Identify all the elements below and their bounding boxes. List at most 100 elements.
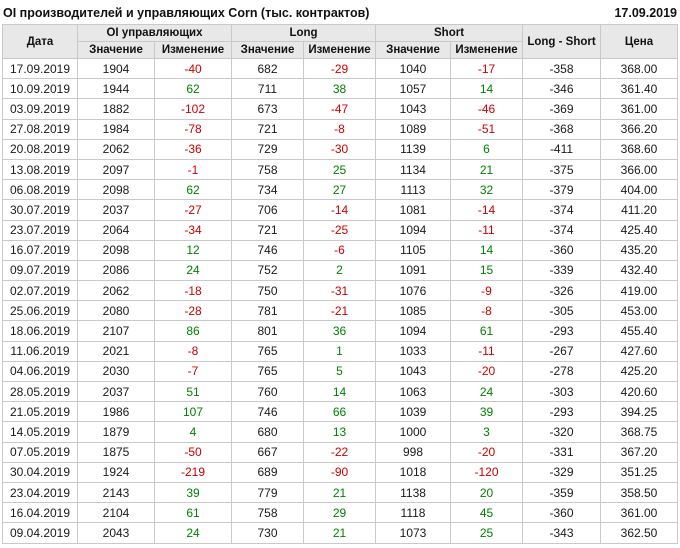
header-oi-value: Значение bbox=[77, 41, 155, 59]
oi-value-cell: 2043 bbox=[77, 522, 155, 544]
short-value-cell: 1081 bbox=[375, 199, 452, 221]
long-change-cell: 5 bbox=[302, 360, 377, 383]
price-cell: 366.00 bbox=[600, 158, 679, 181]
price-cell: 419.00 bbox=[600, 280, 679, 302]
header-oi-group: OI управляющих bbox=[77, 24, 232, 42]
oi-change-cell: 62 bbox=[154, 78, 232, 100]
short-value-cell: 1089 bbox=[375, 118, 452, 140]
long-value-cell: 746 bbox=[231, 239, 304, 261]
short-change-cell: 21 bbox=[450, 158, 524, 181]
short-value-cell: 1076 bbox=[375, 280, 452, 302]
oi-value-cell: 1882 bbox=[77, 98, 155, 120]
header-short-change: Изменение bbox=[450, 41, 524, 59]
price-cell: 361.40 bbox=[600, 78, 679, 100]
date-cell: 16.07.2019 bbox=[2, 239, 78, 261]
oi-change-cell: 51 bbox=[154, 380, 232, 403]
long-value-cell: 673 bbox=[231, 98, 304, 120]
date-cell: 16.04.2019 bbox=[2, 502, 78, 524]
long-value-cell: 721 bbox=[231, 118, 304, 140]
table-row: 06.08.2019 2098 62 734 27 1113 32 -379 404.00 bbox=[2, 179, 679, 201]
header-oi-change: Изменение bbox=[154, 41, 232, 59]
short-value-cell: 1033 bbox=[375, 340, 452, 362]
price-cell: 411.20 bbox=[600, 199, 679, 221]
short-change-cell: 32 bbox=[450, 179, 524, 201]
short-value-cell: 1091 bbox=[375, 259, 452, 282]
date-cell: 18.06.2019 bbox=[2, 320, 78, 342]
price-cell: 420.60 bbox=[600, 380, 679, 403]
short-change-cell: 39 bbox=[450, 401, 524, 423]
long-change-cell: 38 bbox=[302, 78, 377, 100]
long-short-cell: -278 bbox=[522, 360, 602, 383]
long-short-cell: -339 bbox=[522, 259, 602, 282]
table-row: 13.08.2019 2097 -1 758 25 1134 21 -375 366.00 bbox=[2, 158, 679, 181]
report-date: 17.09.2019 bbox=[614, 5, 677, 20]
price-cell: 367.20 bbox=[600, 441, 679, 463]
table-row: 30.04.2019 1924 -219 689 -90 1018 -120 -329 351.… bbox=[2, 461, 679, 483]
oi-value-cell: 2143 bbox=[77, 481, 155, 504]
date-cell: 25.06.2019 bbox=[2, 300, 78, 322]
long-change-cell: 21 bbox=[302, 481, 377, 504]
header-short-group: Short bbox=[375, 24, 524, 42]
short-value-cell: 1063 bbox=[375, 380, 452, 403]
short-change-cell: -11 bbox=[450, 219, 524, 241]
long-short-cell: -267 bbox=[522, 340, 602, 362]
short-value-cell: 1113 bbox=[375, 179, 452, 201]
long-change-cell: -29 bbox=[302, 57, 377, 80]
long-value-cell: 680 bbox=[231, 421, 304, 443]
oi-value-cell: 2062 bbox=[77, 280, 155, 302]
oi-value-cell: 2062 bbox=[77, 138, 155, 160]
oi-change-cell: 86 bbox=[154, 320, 232, 342]
short-change-cell: 61 bbox=[450, 320, 524, 342]
table-body: 17.09.2019 1904 -40 682 -29 1040 -17 -358 368.00… bbox=[2, 57, 679, 544]
long-change-cell: 14 bbox=[302, 380, 377, 403]
long-change-cell: 1 bbox=[302, 340, 377, 362]
short-change-cell: -9 bbox=[450, 280, 524, 302]
price-cell: 351.25 bbox=[600, 461, 679, 483]
long-short-cell: -331 bbox=[522, 441, 602, 463]
table-row: 11.06.2019 2021 -8 765 1 1033 -11 -267 427.60 bbox=[2, 340, 679, 362]
title-bar: OI производителей и управляющих Corn (ты… bbox=[0, 0, 680, 24]
short-change-cell: 14 bbox=[450, 78, 524, 100]
price-cell: 427.60 bbox=[600, 340, 679, 362]
table-row: 04.06.2019 2030 -7 765 5 1043 -20 -278 425.20 bbox=[2, 360, 679, 383]
table-row: 28.05.2019 2037 51 760 14 1063 24 -303 420.60 bbox=[2, 380, 679, 403]
long-short-cell: -374 bbox=[522, 219, 602, 241]
oi-value-cell: 1944 bbox=[77, 78, 155, 100]
long-value-cell: 730 bbox=[231, 522, 304, 544]
long-value-cell: 765 bbox=[231, 340, 304, 362]
oi-change-cell: -1 bbox=[154, 158, 232, 181]
long-change-cell: 21 bbox=[302, 522, 377, 544]
oi-change-cell: -78 bbox=[154, 118, 232, 140]
oi-value-cell: 2107 bbox=[77, 320, 155, 342]
price-cell: 394.25 bbox=[600, 401, 679, 423]
short-change-cell: 6 bbox=[450, 138, 524, 160]
table-row: 14.05.2019 1879 4 680 13 1000 3 -320 368.75 bbox=[2, 421, 679, 443]
long-short-cell: -326 bbox=[522, 280, 602, 302]
long-change-cell: -8 bbox=[302, 118, 377, 140]
short-change-cell: -20 bbox=[450, 441, 524, 463]
oi-value-cell: 1879 bbox=[77, 421, 155, 443]
oi-value-cell: 2030 bbox=[77, 360, 155, 383]
cot-table: Дата OI управляющих Long Short Long - Sh… bbox=[2, 24, 679, 544]
date-cell: 04.06.2019 bbox=[2, 360, 78, 383]
date-cell: 11.06.2019 bbox=[2, 340, 78, 362]
oi-value-cell: 2097 bbox=[77, 158, 155, 181]
long-value-cell: 758 bbox=[231, 158, 304, 181]
oi-value-cell: 2098 bbox=[77, 179, 155, 201]
date-cell: 02.07.2019 bbox=[2, 280, 78, 302]
table-header: Дата OI управляющих Long Short Long - Sh… bbox=[2, 24, 679, 59]
table-row: 30.07.2019 2037 -27 706 -14 1081 -14 -374 411.20 bbox=[2, 199, 679, 221]
date-cell: 10.09.2019 bbox=[2, 78, 78, 100]
short-change-cell: 45 bbox=[450, 502, 524, 524]
short-change-cell: 25 bbox=[450, 522, 524, 544]
short-value-cell: 1043 bbox=[375, 98, 452, 120]
long-change-cell: 27 bbox=[302, 179, 377, 201]
price-cell: 404.00 bbox=[600, 179, 679, 201]
long-value-cell: 711 bbox=[231, 78, 304, 100]
oi-value-cell: 1904 bbox=[77, 57, 155, 80]
long-value-cell: 682 bbox=[231, 57, 304, 80]
long-short-cell: -411 bbox=[522, 138, 602, 160]
oi-change-cell: 24 bbox=[154, 259, 232, 282]
date-cell: 30.07.2019 bbox=[2, 199, 78, 221]
price-cell: 455.40 bbox=[600, 320, 679, 342]
